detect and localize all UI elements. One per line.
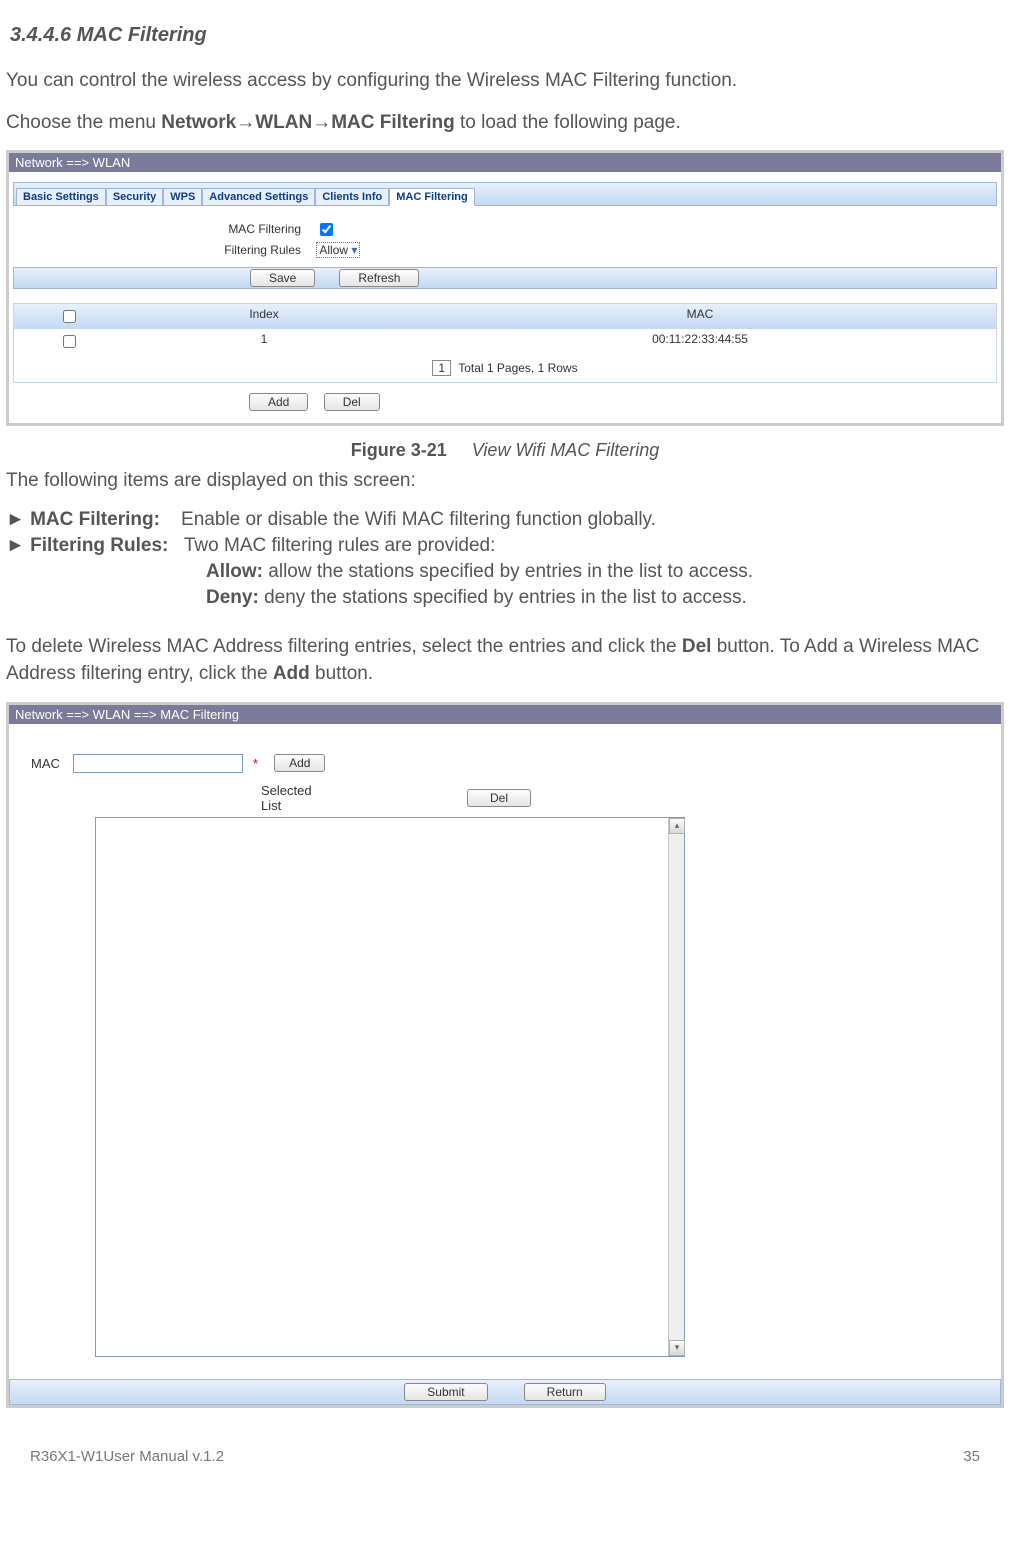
item2-text: Two MAC filtering rules are provided: [184,535,496,556]
filtering-rules-select[interactable]: Allow ▾ [316,242,360,258]
menu-network: Network [161,112,236,133]
item-mac-filtering: ► MAC Filtering: Enable or disable the W… [6,509,1004,531]
figure-number: Figure 3-21 [351,440,447,460]
mac-input-row: MAC * Add [31,754,979,773]
listbox-scrollbar[interactable]: ▴ ▾ [668,818,684,1356]
return-button[interactable]: Return [524,1383,606,1401]
mac-table: Index MAC 1 00:11:22:33:44:55 1 Total 1 … [13,303,997,383]
submit-return-bar: Submit Return [9,1379,1001,1405]
screenshot-macfilter-edit: Network ==> WLAN ==> MAC Filtering MAC *… [6,702,1004,1408]
tab-security[interactable]: Security [106,188,163,205]
menu-prefix: Choose the menu [6,112,161,133]
scroll-up-icon[interactable]: ▴ [669,818,685,834]
mac-label: MAC [31,756,65,771]
submit-button[interactable]: Submit [404,1383,487,1401]
row-mac: 00:11:22:33:44:55 [404,329,996,354]
del-p1: To delete Wireless MAC Address filtering… [6,636,682,657]
page-footer: R36X1-W1User Manual v.1.2 35 [30,1448,980,1465]
refresh-button[interactable]: Refresh [339,269,419,287]
select-all-checkbox[interactable] [63,310,76,323]
panel2-titlebar: Network ==> WLAN ==> MAC Filtering [9,705,1001,724]
figure-title: View Wifi MAC Filtering [472,440,660,460]
items-intro: The following items are displayed on thi… [6,467,1004,495]
mac-input[interactable] [73,754,243,773]
page-number[interactable]: 1 [432,360,451,376]
chevron-down-icon: ▾ [351,243,357,257]
menu-arrow1: → [236,112,255,133]
item1-text: Enable or disable the Wifi MAC filtering… [181,509,656,530]
add-button[interactable]: Add [249,393,308,411]
selected-listbox[interactable]: ▴ ▾ [95,817,685,1357]
screenshot-wlan-macfilter: Network ==> WLAN Basic Settings Security… [6,150,1004,426]
tab-wps[interactable]: WPS [163,188,202,205]
tab-clients-info[interactable]: Clients Info [315,188,389,205]
del-button[interactable]: Del [324,393,380,411]
item2-label: ► Filtering Rules: [6,535,168,556]
pagination: 1 Total 1 Pages, 1 Rows [14,354,996,382]
filtering-rules-label: Filtering Rules [13,243,313,257]
mac-filtering-checkbox[interactable] [320,223,333,236]
col-index: Index [124,304,404,329]
section-heading: 3.4.4.6 MAC Filtering [10,24,1004,47]
footer-left: R36X1-W1User Manual v.1.2 [30,1448,224,1465]
row-index: 1 [124,329,404,354]
add-del-row: Add Del [13,383,997,417]
del-bold: Del [682,636,712,657]
figure-caption: Figure 3-21 View Wifi MAC Filtering [6,440,1004,461]
menu-path: Choose the menu Network→WLAN→MAC Filteri… [6,109,1004,137]
menu-macfiltering: MAC Filtering [331,112,455,133]
item1-label: ► MAC Filtering: [6,509,160,530]
selected-list-row: Selected List Del [31,783,979,813]
allow-text: allow the stations specified by entries … [263,561,753,582]
add-bold: Add [273,663,310,684]
deny-row: Deny: deny the stations specified by ent… [206,587,1004,609]
tab-mac-filtering[interactable]: MAC Filtering [389,188,475,206]
scroll-down-icon[interactable]: ▾ [669,1340,685,1356]
menu-arrow2: → [312,112,331,133]
deny-text: deny the stations specified by entries i… [259,587,747,608]
table-row: 1 00:11:22:33:44:55 [14,329,996,354]
footer-right: 35 [963,1448,980,1465]
menu-suffix: to load the following page. [455,112,681,133]
save-button[interactable]: Save [250,269,315,287]
del-p3: button. [310,663,373,684]
tab-advanced-settings[interactable]: Advanced Settings [202,188,315,205]
selected-list-label: Selected List [31,783,261,813]
save-refresh-bar: Save Refresh [13,267,997,289]
row-checkbox[interactable] [63,335,76,348]
col-mac: MAC [404,304,996,329]
intro-text: You can control the wireless access by c… [6,67,1004,95]
filtering-rules-value: Allow [319,243,348,257]
tab-strip: Basic Settings Security WPS Advanced Set… [13,182,997,206]
del-paragraph: To delete Wireless MAC Address filtering… [6,633,1004,688]
mac-table-header: Index MAC [14,304,996,329]
deny-label: Deny: [206,587,259,608]
required-asterisk: * [253,756,258,771]
allow-label: Allow: [206,561,263,582]
del-selected-button[interactable]: Del [467,789,531,807]
pager-text: Total 1 Pages, 1 Rows [458,361,577,375]
mac-filtering-label: MAC Filtering [13,222,313,236]
add-mac-button[interactable]: Add [274,754,325,772]
menu-wlan: WLAN [255,112,312,133]
item-filtering-rules: ► Filtering Rules: Two MAC filtering rul… [6,535,1004,557]
allow-row: Allow: allow the stations specified by e… [206,561,1004,583]
panel-titlebar: Network ==> WLAN [9,153,1001,172]
tab-basic-settings[interactable]: Basic Settings [16,188,106,205]
